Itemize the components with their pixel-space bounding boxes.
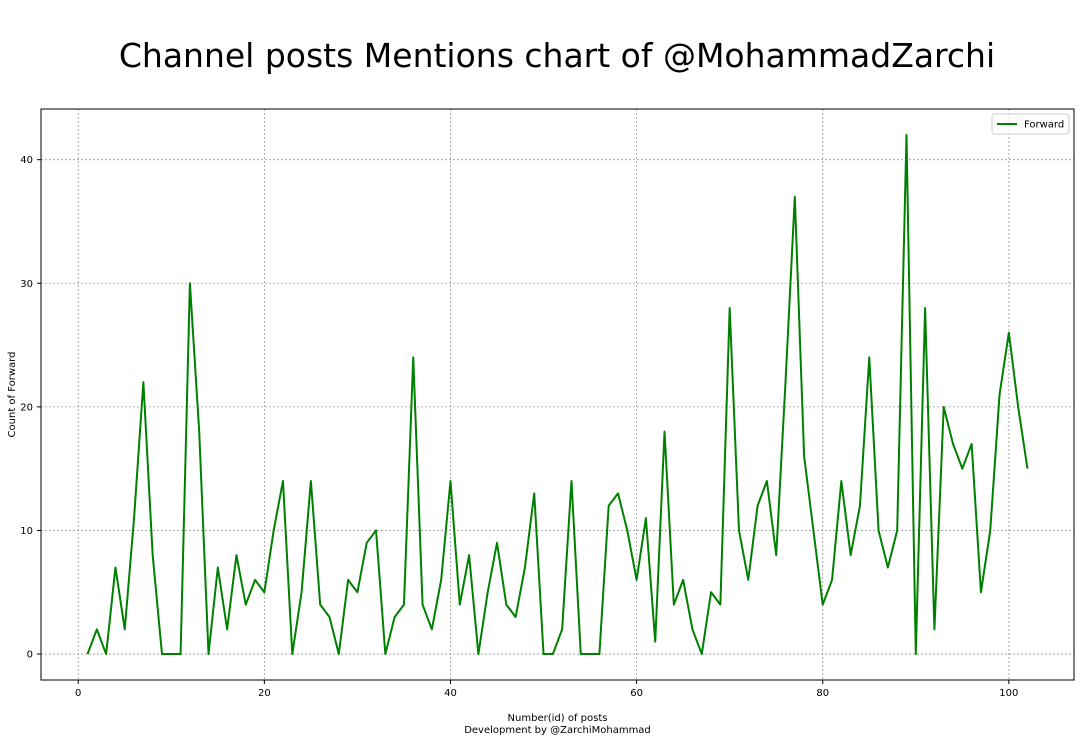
legend: Forward xyxy=(991,113,1070,135)
y-tick-label: 20 xyxy=(20,402,33,413)
x-axis-label: Number(id) of posts xyxy=(508,713,608,724)
series-lines xyxy=(86,133,1029,656)
series-line-forward xyxy=(86,133,1029,656)
grid-lines xyxy=(41,109,1074,680)
plot-frame xyxy=(40,108,1075,681)
y-tick-label: 30 xyxy=(20,279,33,290)
axis-ticks: 0 20 40 60 80 100 0 10 20 30 40 xyxy=(20,155,1018,699)
y-tick-label: 0 xyxy=(27,650,33,661)
x-tick-label: 80 xyxy=(816,688,829,699)
x-tick-label: 40 xyxy=(444,688,457,699)
x-tick-label: 100 xyxy=(999,688,1018,699)
x-tick-label: 20 xyxy=(258,688,271,699)
legend-label: Forward xyxy=(1024,120,1064,131)
x-tick-label: 60 xyxy=(630,688,643,699)
x-axis-credit-label: Development by @ZarchiMohammad xyxy=(464,725,651,736)
y-axis-label: Count of Forward xyxy=(7,352,18,438)
y-tick-label: 40 xyxy=(20,155,33,166)
chart-title: Channel posts Mentions chart of @Mohamma… xyxy=(118,36,996,75)
x-tick-label: 0 xyxy=(75,688,81,699)
legend-box xyxy=(991,113,1070,135)
y-tick-label: 10 xyxy=(20,526,33,537)
